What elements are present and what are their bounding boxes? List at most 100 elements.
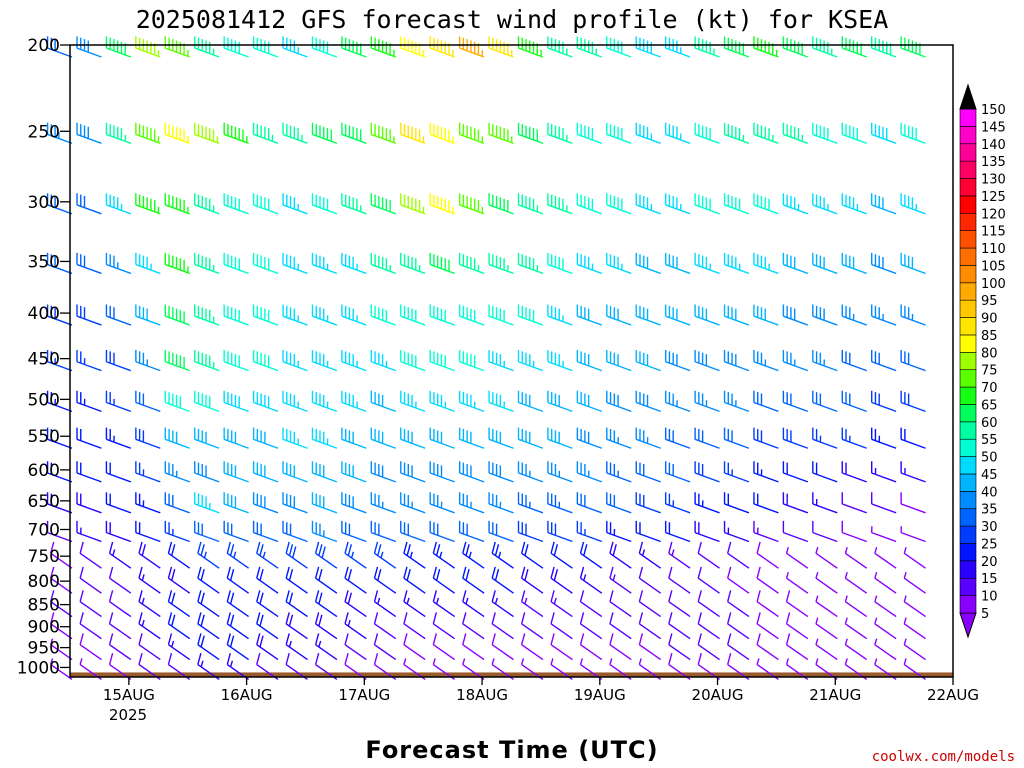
wind-barb-shaft bbox=[400, 531, 426, 543]
wind-barb bbox=[105, 427, 132, 449]
wind-barb-shaft bbox=[580, 552, 603, 569]
wind-barb bbox=[314, 541, 338, 569]
y-tick-label: 200 bbox=[28, 36, 60, 56]
y-tick-label: 450 bbox=[28, 350, 60, 370]
wind-barb-shaft bbox=[223, 401, 249, 413]
wind-barb-shaft bbox=[753, 204, 779, 215]
wind-barb-feather bbox=[435, 569, 441, 581]
wind-barb bbox=[871, 252, 897, 275]
wind-barb bbox=[282, 520, 308, 543]
wind-barb-feather bbox=[435, 544, 441, 556]
wind-barb-feather bbox=[756, 566, 761, 579]
wind-barb bbox=[282, 193, 308, 215]
wind-barb-shaft bbox=[168, 644, 191, 661]
wind-barb bbox=[341, 461, 367, 483]
wind-barb bbox=[50, 658, 73, 681]
wind-barb-shaft bbox=[459, 361, 485, 372]
wind-barb-shaft bbox=[282, 263, 308, 275]
wind-barb-feather bbox=[256, 590, 261, 602]
wind-barb-shaft bbox=[400, 472, 426, 483]
wind-barb-half-feather bbox=[815, 658, 819, 665]
wind-barb-shaft bbox=[371, 531, 397, 543]
wind-barb-shaft bbox=[577, 503, 603, 514]
wind-barb-shaft bbox=[635, 361, 661, 372]
wind-barb-feather bbox=[668, 541, 673, 554]
y-tick-label: 850 bbox=[28, 596, 60, 616]
wind-barb-shaft bbox=[223, 133, 249, 144]
wind-barb-shaft bbox=[106, 315, 132, 326]
wind-barb bbox=[753, 461, 779, 483]
wind-barb-feather bbox=[108, 633, 114, 645]
wind-barb bbox=[756, 612, 779, 640]
wind-barb bbox=[458, 390, 485, 413]
wind-barb bbox=[815, 571, 838, 594]
wind-barb-shaft bbox=[547, 472, 573, 483]
wind-barb bbox=[550, 590, 573, 618]
wind-barb-feather bbox=[259, 592, 264, 605]
wind-barb bbox=[812, 461, 838, 483]
wind-barb-shaft bbox=[786, 577, 809, 594]
x-year-label: 2025 bbox=[109, 706, 147, 724]
wind-barb-shaft bbox=[50, 577, 73, 594]
wind-barb-shaft bbox=[783, 361, 809, 372]
wind-barb-feather bbox=[138, 633, 143, 645]
wind-barb-shaft bbox=[694, 472, 720, 483]
wind-barb-shaft bbox=[786, 623, 809, 640]
wind-barb bbox=[520, 541, 544, 569]
wind-barb-shaft bbox=[547, 401, 573, 413]
wind-barb-shaft bbox=[165, 315, 190, 326]
colorbar-tick-label: 55 bbox=[981, 433, 998, 448]
wind-barb bbox=[135, 390, 161, 413]
wind-barb-shaft bbox=[400, 204, 426, 215]
wind-barb-shaft bbox=[518, 315, 544, 326]
wind-barb bbox=[903, 571, 926, 594]
wind-barb bbox=[638, 541, 662, 569]
wind-barb bbox=[723, 36, 750, 58]
wind-barb-shaft bbox=[459, 315, 485, 326]
wind-barb-shaft bbox=[812, 361, 838, 372]
wind-barb bbox=[282, 427, 308, 449]
wind-barb-feather bbox=[579, 541, 585, 554]
wind-barb-feather bbox=[314, 612, 320, 624]
wind-barb bbox=[635, 520, 661, 543]
wind-barb-shaft bbox=[547, 503, 573, 514]
wind-barb bbox=[900, 492, 926, 514]
colorbar-tick-label: 5 bbox=[981, 607, 989, 622]
wind-barb-shaft bbox=[403, 644, 426, 661]
wind-barb bbox=[400, 390, 426, 413]
wind-barb-shaft bbox=[374, 552, 397, 569]
wind-barb-half-feather bbox=[612, 574, 616, 581]
wind-barb-shaft bbox=[285, 552, 308, 569]
wind-barb-shaft bbox=[462, 577, 485, 594]
wind-barb-shaft bbox=[109, 552, 132, 569]
wind-barb-shaft bbox=[429, 47, 455, 58]
colorbar-low-triangle bbox=[959, 612, 977, 639]
wind-barb-shaft bbox=[815, 601, 838, 618]
wind-barb bbox=[105, 304, 132, 326]
wind-barb-half-feather bbox=[171, 640, 175, 648]
colorbar-tick-label: 85 bbox=[981, 329, 998, 344]
wind-barb-shaft bbox=[371, 263, 397, 275]
x-tick-label: 15AUG bbox=[103, 686, 155, 704]
wind-barb bbox=[46, 350, 73, 372]
wind-barb-half-feather bbox=[583, 574, 587, 581]
wind-barb bbox=[488, 350, 514, 372]
wind-barb bbox=[223, 350, 249, 372]
wind-barb-shaft bbox=[812, 204, 838, 215]
wind-barb-feather bbox=[108, 612, 114, 624]
wind-barb-shaft bbox=[341, 472, 367, 483]
wind-barb-feather bbox=[403, 541, 408, 554]
wind-barb-shaft bbox=[344, 644, 367, 661]
wind-barb-feather bbox=[785, 590, 791, 602]
wind-barb bbox=[576, 390, 603, 413]
y-tick-label: 600 bbox=[28, 461, 60, 481]
wind-barb-shaft bbox=[194, 531, 220, 543]
wind-barb bbox=[194, 461, 220, 483]
wind-barb bbox=[135, 492, 161, 514]
wind-barb bbox=[223, 390, 249, 413]
wind-barb bbox=[223, 492, 249, 514]
wind-barb-shaft bbox=[783, 47, 809, 58]
wind-barb-shaft bbox=[665, 133, 691, 144]
wind-barb-shaft bbox=[550, 552, 573, 569]
wind-barb bbox=[782, 520, 809, 543]
